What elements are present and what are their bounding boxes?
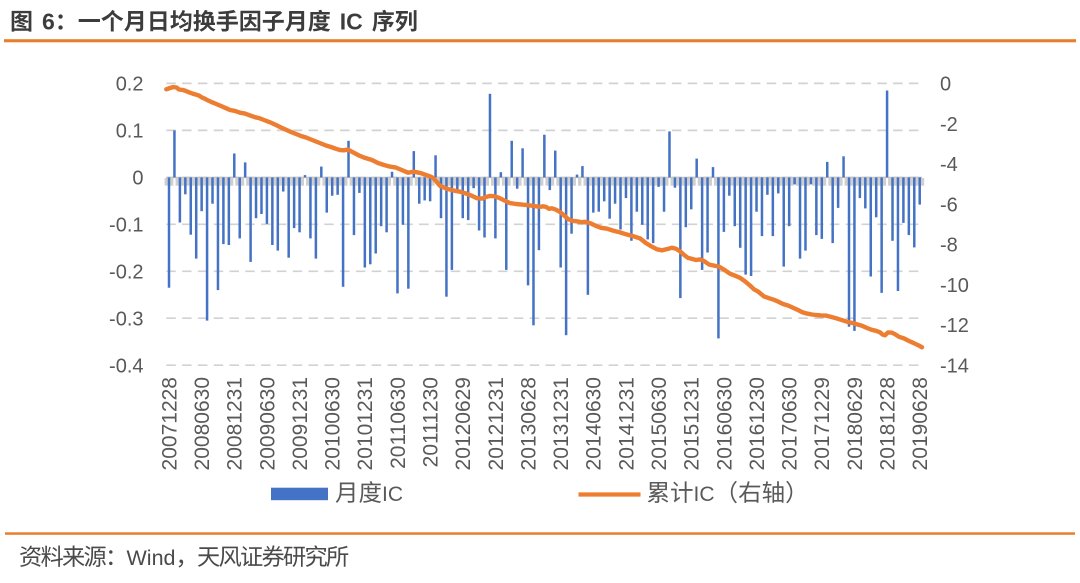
svg-text:20161230: 20161230	[746, 377, 769, 470]
svg-text:-4: -4	[940, 154, 958, 176]
svg-text:20150630: 20150630	[648, 377, 671, 470]
svg-text:20101231: 20101231	[354, 377, 377, 470]
svg-text:20080630: 20080630	[191, 377, 214, 470]
svg-text:0: 0	[940, 74, 951, 96]
svg-text:20081231: 20081231	[224, 377, 247, 470]
svg-text:-12: -12	[940, 315, 969, 337]
svg-text:20090630: 20090630	[256, 377, 279, 470]
svg-text:20111230: 20111230	[420, 377, 443, 467]
svg-text:-0.4: -0.4	[109, 355, 143, 377]
svg-text:0.1: 0.1	[116, 121, 144, 143]
svg-text:IC: IC	[340, 9, 363, 35]
svg-text:-0.1: -0.1	[109, 215, 143, 237]
svg-text:20141231: 20141231	[615, 377, 638, 470]
svg-text:20131231: 20131231	[550, 377, 573, 470]
svg-text:20130628: 20130628	[517, 377, 540, 470]
svg-text:-0.3: -0.3	[109, 308, 143, 330]
svg-text:20091231: 20091231	[289, 377, 312, 470]
svg-text:Wind: Wind	[127, 546, 176, 570]
svg-text:-6: -6	[940, 194, 958, 216]
svg-text:20181228: 20181228	[877, 377, 900, 470]
svg-text:-10: -10	[940, 275, 969, 297]
svg-text:IC: IC	[694, 483, 715, 506]
svg-text:0: 0	[132, 168, 143, 190]
svg-text:20120629: 20120629	[452, 377, 475, 470]
svg-text:20151231: 20151231	[681, 377, 704, 470]
svg-text:20190628: 20190628	[909, 377, 932, 470]
svg-text:IC: IC	[382, 483, 403, 506]
svg-text:20140630: 20140630	[583, 377, 606, 470]
svg-text:20100630: 20100630	[322, 377, 345, 470]
svg-text:20071228: 20071228	[158, 377, 181, 470]
svg-text:-8: -8	[940, 235, 958, 257]
svg-text:20170630: 20170630	[779, 377, 802, 470]
svg-text:0.2: 0.2	[116, 74, 144, 96]
svg-text:20110630: 20110630	[387, 377, 410, 469]
svg-text:20180629: 20180629	[844, 377, 867, 470]
svg-text:20171229: 20171229	[811, 377, 834, 470]
svg-text:-0.2: -0.2	[109, 262, 143, 284]
svg-text:20160630: 20160630	[713, 377, 736, 470]
svg-text:6: 6	[42, 9, 55, 35]
svg-text:-2: -2	[940, 114, 958, 136]
svg-text:20121231: 20121231	[485, 377, 508, 470]
svg-text:-14: -14	[940, 355, 969, 377]
